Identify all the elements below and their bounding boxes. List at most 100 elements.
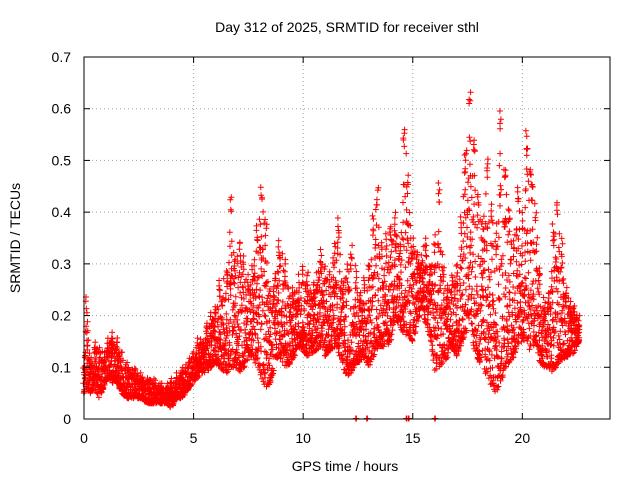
data-point [383, 242, 390, 249]
data-point [526, 346, 533, 353]
data-point [513, 232, 520, 239]
data-point [248, 342, 255, 349]
data-point [295, 289, 302, 296]
x-tick-label: 0 [80, 430, 88, 446]
data-point [558, 253, 565, 260]
data-point [200, 354, 207, 361]
data-point [540, 308, 547, 315]
data-point [471, 148, 478, 155]
data-point [383, 260, 389, 267]
data-point [462, 214, 469, 221]
data-point [483, 242, 490, 249]
data-point [279, 250, 286, 257]
data-point [256, 302, 263, 308]
data-point [225, 296, 232, 303]
data-point [438, 302, 445, 309]
data-point [428, 291, 435, 298]
data-point [486, 327, 493, 334]
data-point [486, 348, 493, 355]
data-point [236, 246, 243, 253]
data-point [413, 256, 420, 263]
data-point [443, 355, 450, 362]
data-point [484, 160, 491, 167]
data-point [554, 211, 561, 218]
data-point [273, 341, 280, 348]
data-point [137, 369, 144, 376]
data-point [352, 279, 359, 286]
data-point [236, 240, 243, 247]
data-point [321, 266, 328, 273]
data-point [398, 290, 405, 297]
data-point [294, 310, 301, 317]
data-point [375, 275, 382, 282]
data-point [468, 194, 475, 201]
data-point [400, 309, 407, 316]
data-point [542, 299, 549, 306]
data-point [250, 273, 257, 280]
data-point [256, 216, 263, 223]
data-point [462, 186, 469, 193]
data-point [385, 259, 392, 266]
data-point [559, 260, 566, 266]
data-point [387, 232, 394, 239]
data-point [521, 309, 528, 316]
data-point [489, 256, 495, 263]
data-point [276, 336, 283, 343]
data-point [439, 267, 446, 274]
data-point [516, 226, 523, 233]
data-point [357, 289, 364, 296]
data-point [253, 356, 260, 362]
data-point [302, 332, 309, 339]
data-point [497, 377, 504, 384]
data-point [429, 348, 436, 355]
data-point [426, 278, 433, 285]
data-point [262, 216, 269, 223]
data-point [423, 253, 430, 260]
data-point [515, 340, 522, 347]
data-point [548, 355, 555, 362]
data-point [304, 272, 310, 279]
data-point [258, 265, 265, 272]
data-point [388, 336, 395, 343]
data-point [131, 375, 138, 382]
data-point [393, 233, 400, 240]
data-point [195, 350, 202, 357]
data-point [371, 325, 378, 332]
data-point [497, 182, 504, 189]
data-point [257, 326, 264, 333]
data-point [405, 172, 412, 179]
data-point [468, 268, 475, 275]
data-point [525, 298, 532, 304]
y-axis-label: SRMTID / TECUs [7, 183, 23, 293]
data-point [179, 370, 186, 377]
data-point [392, 244, 399, 251]
data-point [400, 219, 407, 226]
data-point [228, 238, 235, 245]
data-point [472, 274, 479, 280]
data-point [344, 266, 351, 273]
data-point [232, 256, 239, 263]
data-point [388, 331, 395, 338]
data-point [194, 339, 201, 346]
data-point [493, 246, 500, 253]
y-tick-label: 0.7 [52, 49, 72, 65]
data-point [231, 280, 238, 287]
data-point [254, 335, 261, 342]
data-point [522, 258, 529, 265]
data-point [330, 274, 337, 281]
data-point [409, 250, 416, 257]
data-point [296, 279, 302, 286]
data-point [391, 214, 398, 221]
data-point [484, 225, 491, 232]
data-point [497, 150, 504, 157]
data-point [239, 271, 246, 278]
data-point [375, 242, 382, 249]
data-point [389, 327, 396, 334]
data-point [266, 362, 273, 369]
data-point [431, 269, 438, 276]
data-point [380, 305, 387, 312]
data-point [324, 308, 331, 315]
data-point [343, 275, 350, 281]
data-point [243, 321, 250, 328]
data-point [229, 306, 236, 313]
